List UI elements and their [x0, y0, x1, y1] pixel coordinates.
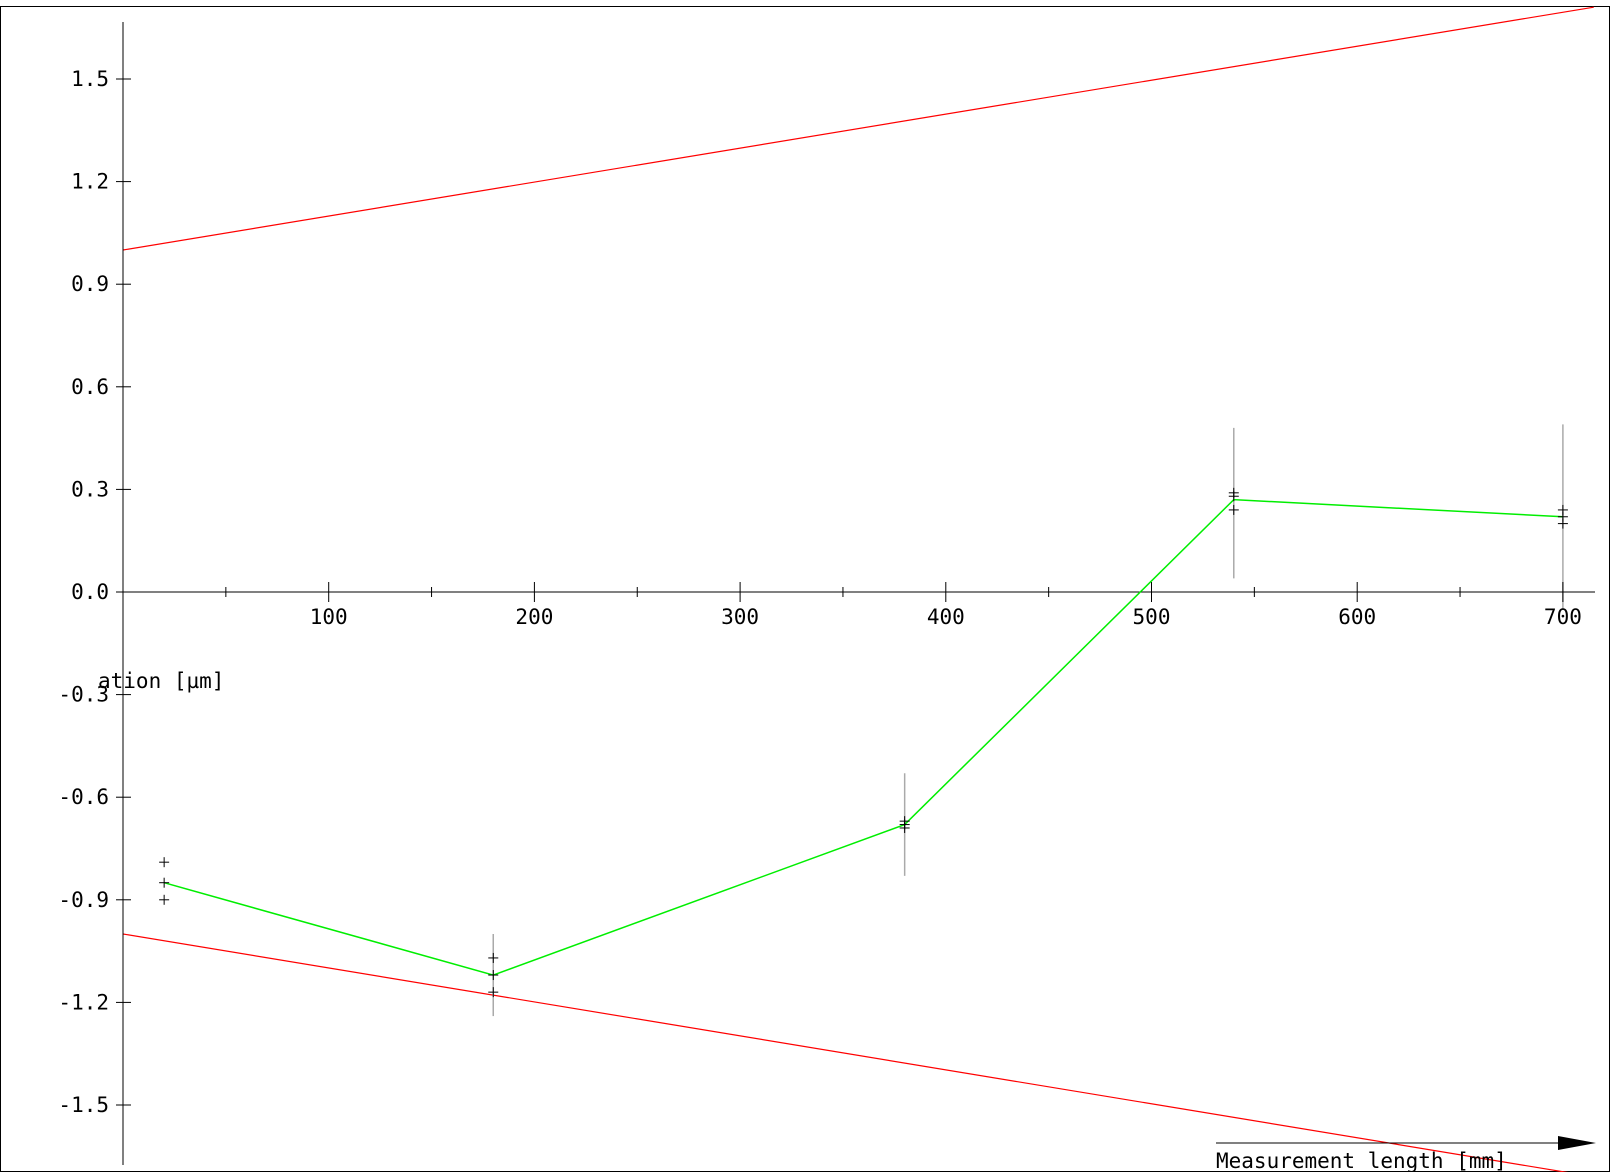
y-tick-label: 1.5 [71, 67, 109, 91]
data-point [899, 822, 910, 833]
limit-line [122, 933, 1569, 1172]
x-tick-label: 600 [1338, 605, 1376, 629]
data-point [159, 894, 170, 905]
data-point [488, 987, 499, 998]
y-tick-label: 0.3 [71, 477, 109, 501]
y-tick-label: -0.3 [58, 683, 109, 707]
y-tick-label: -0.9 [58, 888, 109, 912]
y-tick-label: 0.0 [71, 580, 109, 604]
error-bars [492, 424, 1564, 1017]
x-axis-label: Measurement length [mm] [1216, 1149, 1507, 1172]
data-point [159, 857, 170, 868]
mean-line [163, 498, 1563, 976]
data-point [1228, 491, 1239, 502]
x-tick-label: 500 [1133, 605, 1171, 629]
x-tick-label: 100 [310, 605, 348, 629]
x-tick-label: 700 [1544, 605, 1582, 629]
mean-series-line [163, 498, 1563, 976]
plot-frame [0, 6, 1610, 1172]
y-tick-label: 0.6 [71, 375, 109, 399]
data-point [1557, 518, 1568, 529]
axis-labels: ation [µm] Measurement length [mm] [98, 669, 1507, 1172]
y-tick-label: 1.2 [71, 170, 109, 194]
axes: 1.5 1.2 0.9 0.6 0.3 0.0 -0.3 -0.6 -0.9 -1.2 -1.5 10… [58, 22, 1596, 1165]
x-tick-label: 300 [721, 605, 759, 629]
data-points [159, 487, 1568, 998]
limit-line [122, 6, 1594, 251]
limit-lines [122, 6, 1594, 1172]
y-tick-label: -0.6 [58, 785, 109, 809]
y-tick-label: -1.2 [58, 990, 109, 1014]
data-point [488, 952, 499, 963]
x-tick-label: 400 [927, 605, 965, 629]
data-point [488, 970, 499, 981]
x-tick-label: 200 [515, 605, 553, 629]
y-axis-label: ation [µm] [98, 669, 224, 693]
y-tick-label: 0.9 [71, 272, 109, 296]
y-tick-label: -1.5 [58, 1093, 109, 1117]
data-point [1228, 504, 1239, 515]
data-point [159, 877, 170, 888]
x-axis-arrow-head [1558, 1136, 1596, 1150]
